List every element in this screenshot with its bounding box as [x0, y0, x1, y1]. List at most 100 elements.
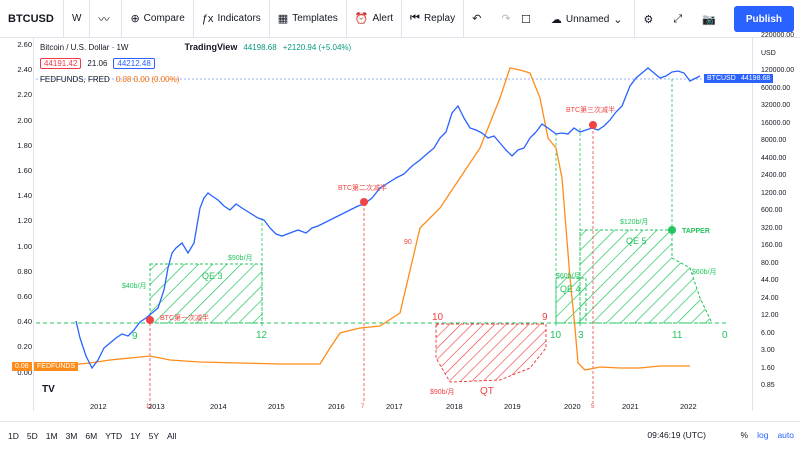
right-scale-tick: 16000.00	[761, 119, 791, 127]
time-axis-label: 2016	[328, 402, 345, 411]
range-button[interactable]: 1Y	[130, 430, 141, 441]
publish-button[interactable]: Publish	[733, 6, 794, 32]
bid-price[interactable]: 44191.42	[40, 57, 82, 69]
right-scale-tick: 6.00	[761, 329, 775, 337]
screenshot-button[interactable]: 📷	[694, 0, 728, 38]
left-scale-tick: 0.00	[17, 367, 32, 377]
chart-pane[interactable]: BTC第一次减半 BTC第二次减半 BTC第三次减半 QE 3 $40b/月 $…	[0, 38, 800, 411]
tapper-dot	[668, 226, 676, 234]
bottom-toolbar: 1D 5D 1M 3M 6M YTD 1Y 5Y All 09:46:19 (UTC) % lo…	[0, 421, 800, 449]
range-button[interactable]: 5Y	[148, 430, 159, 441]
scale-options: % log auto	[741, 430, 794, 440]
indicators-label: Indicators	[217, 13, 261, 24]
fullscreen-toggle-button[interactable]: ☐	[513, 0, 543, 38]
alert-button[interactable]: ⏰ Alert	[347, 0, 403, 38]
label-9b: 9	[542, 312, 548, 323]
range-button[interactable]: 1D	[8, 430, 19, 441]
replay-icon: ⏮	[410, 12, 420, 24]
redo-button[interactable]: ↷	[493, 0, 522, 38]
qe5-region	[579, 229, 713, 324]
right-scale-tick: 1.60	[761, 364, 775, 372]
range-button[interactable]: 5D	[26, 430, 38, 441]
time-axis-label: 2020	[564, 402, 581, 411]
left-scale-tick: 2.40	[17, 65, 32, 75]
left-scale-tick: 0.20	[17, 342, 32, 352]
right-scale-tick: 1200.00	[761, 189, 787, 197]
range-button[interactable]: All	[167, 430, 177, 441]
right-scale-tick: USD	[761, 49, 776, 57]
maximize-button[interactable]: ⤢	[665, 0, 694, 38]
range-button[interactable]: YTD	[105, 430, 123, 441]
right-scale-tick: 120000.00	[761, 67, 795, 74]
brand-label: TradingView	[184, 42, 238, 52]
left-price-scale[interactable]: 2.60 2.40 2.20 2.00 1.80 1.60 1.40 1.20 1.00 0.80…	[0, 38, 34, 411]
symbol-label: BTCUSD	[8, 12, 54, 25]
time-axis-label: 2015	[268, 402, 285, 411]
log-scale-button[interactable]: log	[757, 430, 769, 440]
compare-button[interactable]: ⊕ Compare	[122, 0, 194, 38]
spread-value: 21.06	[87, 58, 108, 68]
indicators-button[interactable]: ƒx Indicators	[194, 0, 270, 38]
right-price-scale[interactable]: 220000.00 USD 120000.00 60000.00 32000.00 160…	[752, 32, 800, 411]
label-12: 12	[256, 330, 268, 341]
qe4-text: QE 4	[560, 284, 581, 294]
left-scale-tick: 0.80	[17, 266, 32, 276]
replay-button[interactable]: ⏮ Replay	[402, 0, 465, 38]
fedfunds-line	[35, 67, 690, 371]
alarm-icon: ⏰	[354, 13, 369, 25]
legend-change: +2120.94 (+5.04%)	[282, 42, 352, 52]
symbol-search-button[interactable]: BTCUSD	[0, 0, 64, 38]
right-scale-tick: 600.00	[761, 207, 783, 214]
right-scale-tick: 160.00	[761, 242, 783, 249]
chart-type-button[interactable]: 〰	[90, 0, 123, 38]
auto-scale-button[interactable]: auto	[777, 430, 794, 440]
utc-clock[interactable]: 09:46:19 (UTC)	[647, 430, 706, 440]
fed-series-label: FEDFUNDS, FRED	[40, 74, 110, 84]
undo-button[interactable]: ↶	[464, 0, 493, 38]
ask-price[interactable]: 44212.48	[113, 57, 155, 69]
right-scale-tick: 320.00	[761, 224, 783, 232]
right-scale-tick: 3.00	[761, 347, 775, 354]
price-tag-value: 44198.68	[738, 74, 774, 83]
halving1-dot	[146, 316, 154, 324]
templates-button[interactable]: ▦ Templates	[270, 0, 347, 38]
range-button[interactable]: 1M	[45, 430, 58, 441]
range-button[interactable]: 6M	[85, 430, 98, 441]
label-9a: 9	[132, 331, 138, 342]
time-axis[interactable]: 2012 2013 2014 2015 2016 2017 2018 2019 2020 2021…	[0, 399, 800, 413]
top-toolbar: BTCUSD W 〰 ⊕ Compare ƒx Indicators ▦ Templa…	[0, 0, 800, 38]
layout-name: Unnamed	[565, 13, 610, 25]
interval-button[interactable]: W	[64, 0, 91, 38]
fed-tag-value: 0.08	[12, 362, 32, 371]
alert-label: Alert	[372, 13, 394, 24]
time-axis-label: 2014	[210, 402, 227, 411]
percent-scale-button[interactable]: %	[740, 430, 749, 440]
plus-circle-icon: ⊕	[130, 13, 140, 25]
qe4-rate-text: $60b/月	[556, 272, 581, 280]
range-button[interactable]: 3M	[65, 430, 78, 441]
tapper-text: TAPPER	[682, 228, 710, 235]
chart-legend: Bitcoin / U.S. Dollar · 1W TradingView 4…	[40, 42, 357, 116]
right-scale-tick: 60000.00	[761, 84, 791, 92]
left-scale-tick: 2.20	[17, 90, 32, 100]
qt-text: QT	[480, 386, 494, 397]
line-chart-icon: 〰	[98, 13, 110, 26]
symbol-title: Bitcoin / U.S. Dollar · 1W	[40, 42, 129, 52]
chevron-down-icon: ⌄	[613, 13, 623, 26]
qe3-text: QE 3	[202, 271, 223, 281]
label-7: 7	[361, 404, 365, 410]
halving3-dot	[589, 121, 597, 129]
qt-region	[435, 323, 547, 383]
time-axis-label: 2017	[386, 402, 403, 411]
tv-logo-icon: TV	[42, 384, 55, 395]
settings-button[interactable]: ⚙	[635, 0, 665, 38]
halving2-dot	[360, 198, 368, 206]
templates-label: Templates	[292, 13, 338, 24]
time-axis-label: 2019	[504, 402, 521, 411]
grid-icon: ▦	[277, 13, 289, 25]
layout-button[interactable]: ☁ Unnamed ⌄	[543, 0, 636, 38]
btc-price-line	[75, 67, 701, 370]
right-scale-tick: 0.85	[761, 382, 775, 389]
qe5-text: QE 5	[626, 236, 647, 246]
halving2-text: BTC第二次减半	[338, 183, 387, 192]
